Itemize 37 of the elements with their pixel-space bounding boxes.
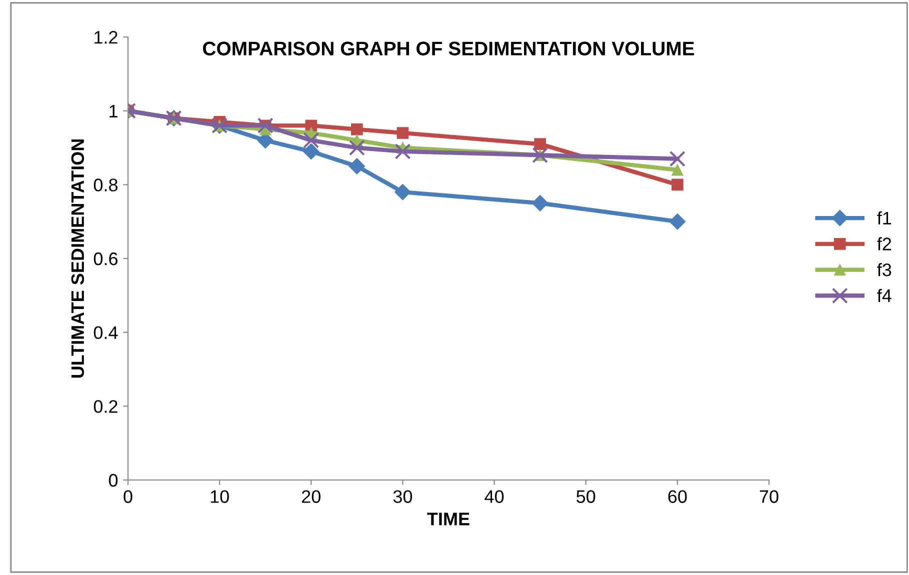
y-tick-label: 0.8 bbox=[94, 178, 118, 192]
x-tick-label: 0 bbox=[124, 490, 132, 503]
x-tick-label: 50 bbox=[576, 490, 596, 503]
point bbox=[669, 150, 686, 167]
y-tick-label: 1 bbox=[110, 104, 118, 118]
x-tick-label: 30 bbox=[393, 490, 412, 503]
x-tick-label: 40 bbox=[484, 490, 504, 503]
x-tick-label: 60 bbox=[668, 490, 687, 503]
point bbox=[396, 127, 409, 139]
point bbox=[532, 194, 548, 212]
point bbox=[348, 158, 366, 174]
x-axis-title: TIME bbox=[427, 512, 470, 526]
legend-label: f4 bbox=[877, 288, 892, 302]
y-tick-label: 0.6 bbox=[94, 252, 118, 266]
y-axis-title: ULTIMATE SEDIMENTATION bbox=[71, 140, 84, 378]
point bbox=[302, 143, 320, 160]
point bbox=[351, 123, 363, 136]
legend-label: f3 bbox=[877, 263, 892, 276]
point bbox=[394, 143, 411, 160]
x-tick-label: 20 bbox=[302, 490, 320, 503]
x-tick-label: 70 bbox=[760, 490, 778, 503]
point bbox=[305, 120, 318, 132]
point bbox=[669, 213, 686, 230]
point bbox=[534, 138, 546, 150]
point bbox=[303, 132, 320, 148]
point bbox=[672, 178, 684, 191]
legend-label: f1 bbox=[877, 211, 892, 224]
y-tick-label: 0.2 bbox=[94, 400, 118, 413]
point bbox=[394, 184, 411, 200]
y-tick-label: 0 bbox=[108, 474, 118, 487]
chart-title: COMPARISON GRAPH OF SEDIMENTATION VOLUME bbox=[202, 42, 694, 56]
y-tick-label: 0.4 bbox=[94, 326, 118, 340]
legend-label: f2 bbox=[877, 237, 892, 250]
x-tick-label: 10 bbox=[210, 490, 229, 503]
point bbox=[672, 164, 684, 176]
y-tick-label: 1.2 bbox=[94, 30, 118, 44]
point bbox=[348, 140, 365, 156]
